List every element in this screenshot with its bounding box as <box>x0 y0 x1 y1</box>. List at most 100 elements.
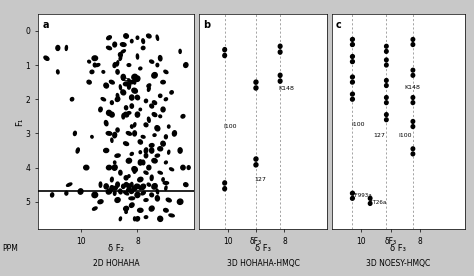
Ellipse shape <box>147 87 150 91</box>
Ellipse shape <box>183 183 188 187</box>
Ellipse shape <box>124 206 128 211</box>
Ellipse shape <box>124 176 128 180</box>
Ellipse shape <box>130 39 133 43</box>
Ellipse shape <box>115 154 120 157</box>
Ellipse shape <box>132 88 137 93</box>
Ellipse shape <box>107 46 111 50</box>
Ellipse shape <box>115 97 120 102</box>
Ellipse shape <box>121 75 125 79</box>
Text: K148: K148 <box>279 86 294 91</box>
Ellipse shape <box>134 80 136 84</box>
Ellipse shape <box>173 131 176 136</box>
Ellipse shape <box>130 152 133 155</box>
Ellipse shape <box>411 125 415 128</box>
Ellipse shape <box>384 96 388 99</box>
Ellipse shape <box>411 43 415 46</box>
Ellipse shape <box>133 123 136 127</box>
Ellipse shape <box>411 147 415 151</box>
Ellipse shape <box>181 115 185 118</box>
Ellipse shape <box>136 217 139 221</box>
Ellipse shape <box>155 196 159 201</box>
Ellipse shape <box>90 70 94 74</box>
Ellipse shape <box>130 80 134 84</box>
Ellipse shape <box>141 184 146 189</box>
Ellipse shape <box>130 125 133 128</box>
Ellipse shape <box>187 166 190 169</box>
Ellipse shape <box>87 80 91 84</box>
Ellipse shape <box>384 84 388 87</box>
Ellipse shape <box>132 167 137 172</box>
Ellipse shape <box>106 132 112 135</box>
Ellipse shape <box>122 114 125 119</box>
Ellipse shape <box>107 165 111 170</box>
Ellipse shape <box>162 178 164 181</box>
Text: ↑F993a: ↑F993a <box>351 193 373 198</box>
Ellipse shape <box>92 207 97 210</box>
Ellipse shape <box>95 63 100 67</box>
Ellipse shape <box>132 186 137 190</box>
Ellipse shape <box>109 112 114 117</box>
Ellipse shape <box>139 151 142 154</box>
Ellipse shape <box>112 165 117 170</box>
Ellipse shape <box>104 121 108 126</box>
Ellipse shape <box>163 182 169 184</box>
Ellipse shape <box>113 63 117 67</box>
Ellipse shape <box>147 165 151 170</box>
Ellipse shape <box>278 79 282 83</box>
Ellipse shape <box>133 131 137 136</box>
Ellipse shape <box>170 91 173 94</box>
Ellipse shape <box>104 184 109 189</box>
Ellipse shape <box>137 54 138 59</box>
Ellipse shape <box>56 46 60 51</box>
Ellipse shape <box>124 182 128 187</box>
Ellipse shape <box>411 101 415 105</box>
Ellipse shape <box>169 214 174 217</box>
Ellipse shape <box>124 34 128 38</box>
Ellipse shape <box>156 35 159 40</box>
Ellipse shape <box>137 208 143 212</box>
Ellipse shape <box>384 58 388 62</box>
Ellipse shape <box>110 186 114 190</box>
Ellipse shape <box>71 97 73 101</box>
Ellipse shape <box>144 153 148 158</box>
Ellipse shape <box>351 197 355 200</box>
Ellipse shape <box>122 77 125 80</box>
Text: δ F₃: δ F₃ <box>255 244 271 253</box>
Ellipse shape <box>153 134 156 136</box>
Ellipse shape <box>164 208 168 212</box>
Text: PPM: PPM <box>2 244 18 253</box>
Ellipse shape <box>127 83 131 88</box>
Ellipse shape <box>164 161 167 164</box>
Ellipse shape <box>152 184 157 189</box>
Ellipse shape <box>254 80 258 84</box>
Ellipse shape <box>161 141 165 146</box>
Ellipse shape <box>158 171 163 174</box>
Ellipse shape <box>65 46 67 51</box>
Ellipse shape <box>104 83 109 88</box>
Ellipse shape <box>170 168 173 171</box>
Ellipse shape <box>164 70 168 73</box>
Ellipse shape <box>119 170 122 175</box>
Ellipse shape <box>155 126 160 131</box>
Ellipse shape <box>278 44 282 48</box>
Ellipse shape <box>92 192 98 198</box>
Ellipse shape <box>130 104 134 108</box>
Ellipse shape <box>411 120 415 123</box>
Ellipse shape <box>134 217 136 221</box>
Ellipse shape <box>384 44 388 48</box>
Text: I100: I100 <box>223 124 237 129</box>
Ellipse shape <box>120 43 126 46</box>
Ellipse shape <box>168 150 170 154</box>
Text: c: c <box>336 20 342 30</box>
Ellipse shape <box>254 163 258 167</box>
Ellipse shape <box>121 50 126 53</box>
Ellipse shape <box>223 54 227 58</box>
Ellipse shape <box>84 165 89 170</box>
Ellipse shape <box>76 148 79 153</box>
Ellipse shape <box>411 68 415 72</box>
Ellipse shape <box>128 175 130 177</box>
Text: 127: 127 <box>373 132 385 138</box>
Ellipse shape <box>144 171 148 174</box>
Ellipse shape <box>152 158 157 163</box>
Ellipse shape <box>150 175 153 181</box>
